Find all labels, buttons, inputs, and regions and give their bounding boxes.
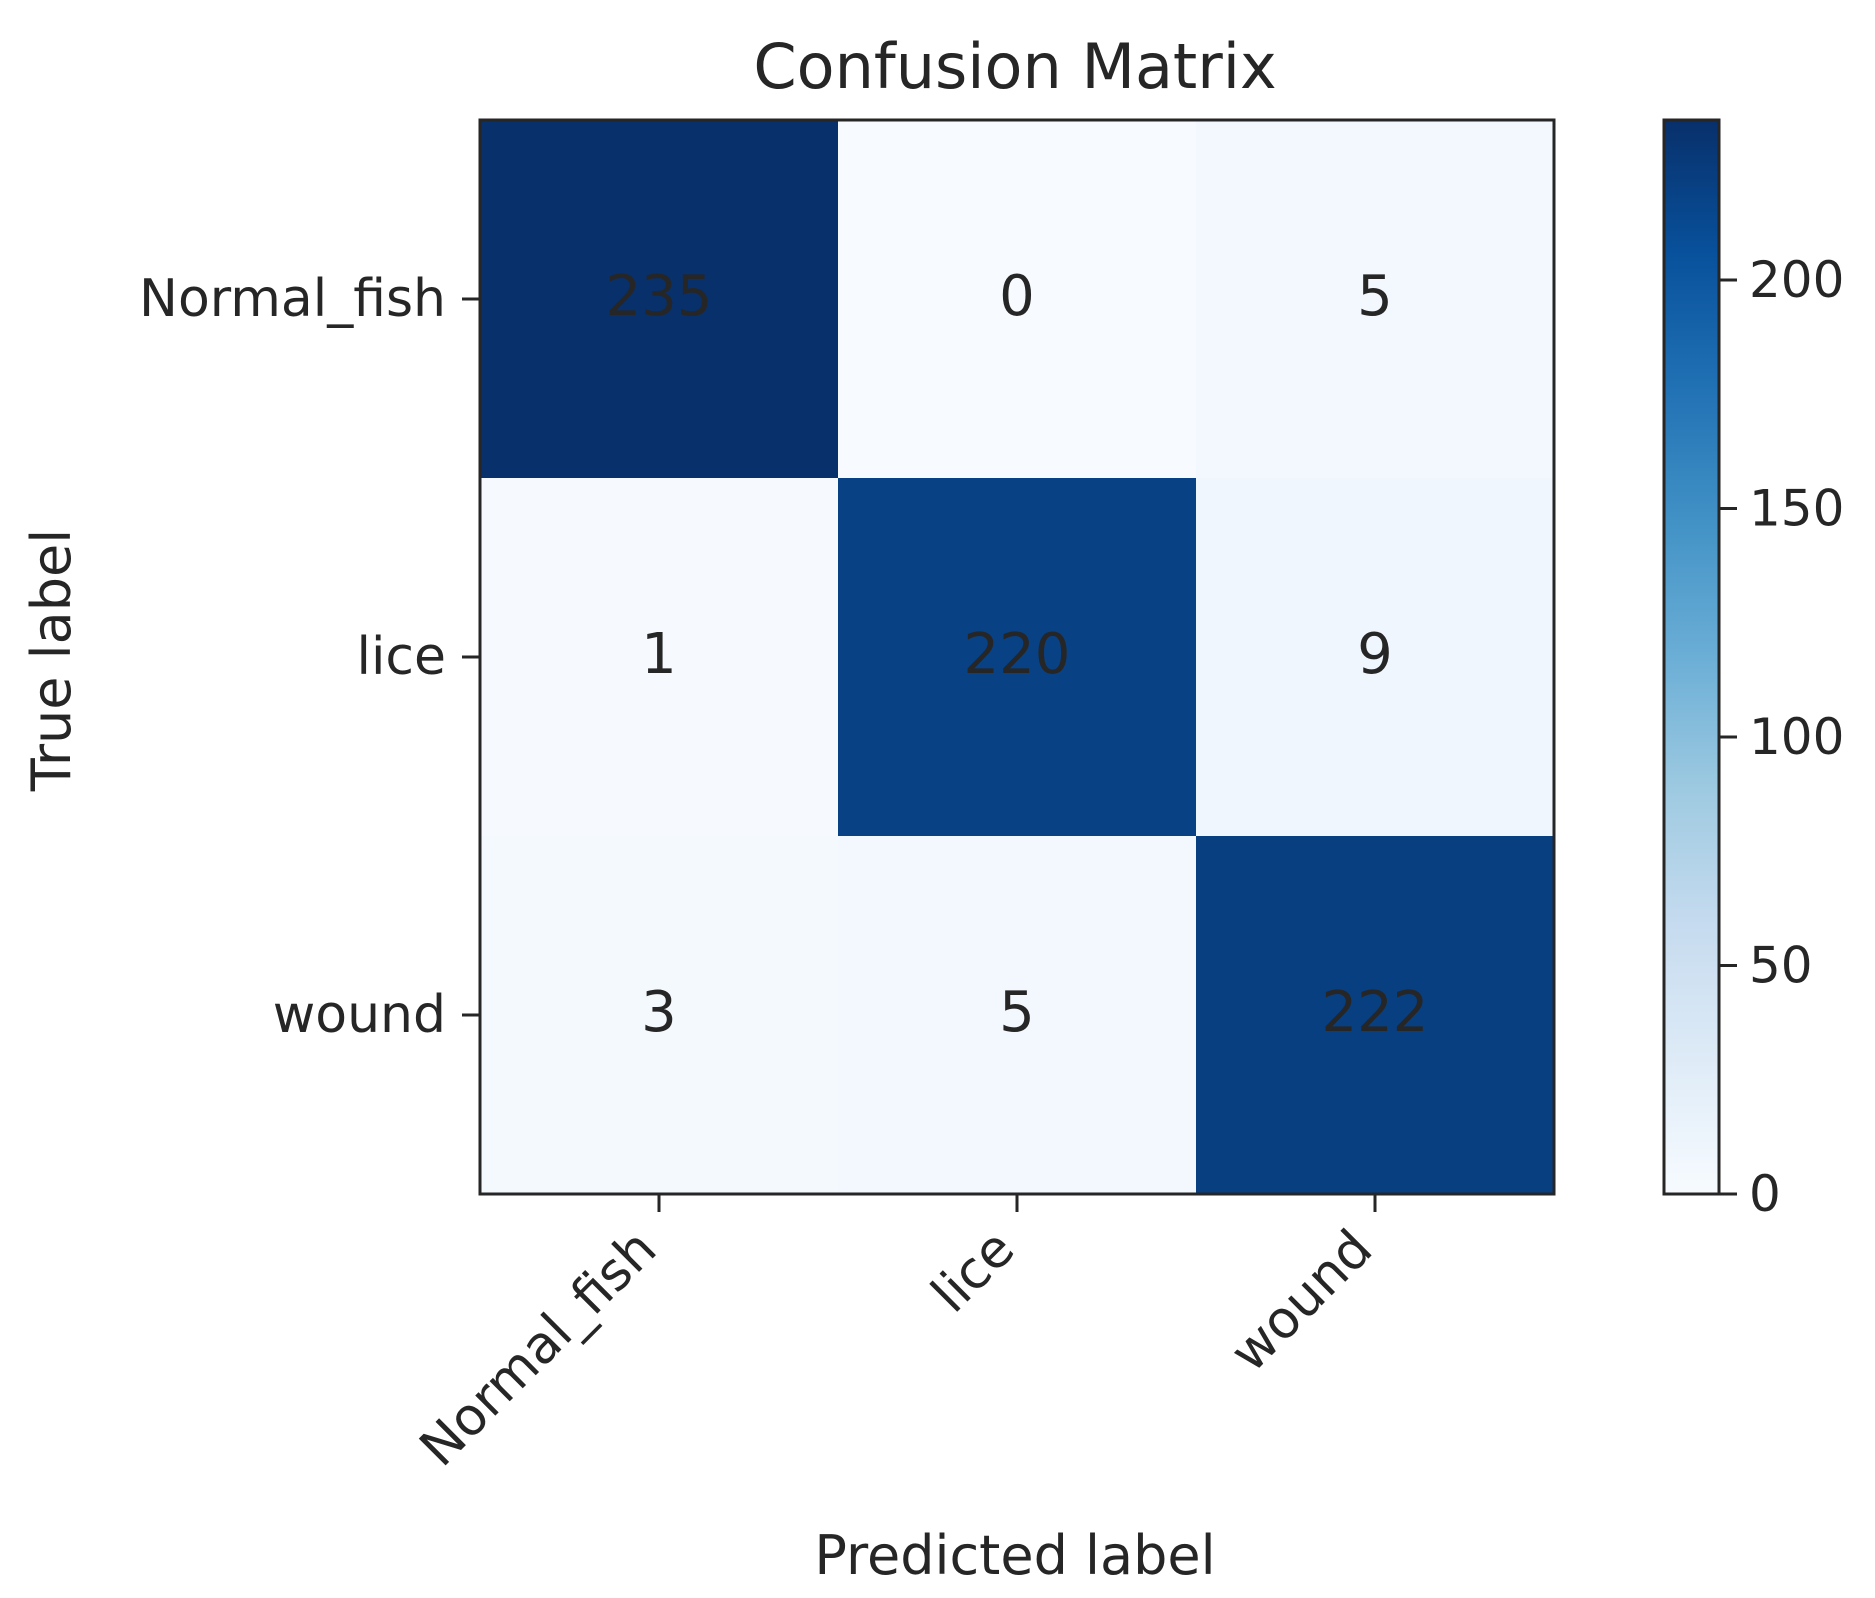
cell-value-2-0: 3 — [641, 980, 677, 1045]
heatmap-cell-2-0 — [480, 836, 838, 1194]
y-tick-label-2: wound — [273, 985, 446, 1045]
heatmap-cell-0-0 — [480, 120, 838, 478]
heatmap-layer: 235 0 5 1 220 9 3 5 222 — [480, 120, 1554, 1194]
colorbar-tick-label-1: 50 — [1749, 936, 1813, 994]
cell-value-0-2: 5 — [1357, 264, 1393, 329]
x-axis-label: Predicted label — [814, 1524, 1215, 1587]
colorbar-tick-label-3: 150 — [1749, 479, 1844, 537]
colorbar-tick-label-2: 100 — [1749, 708, 1844, 766]
x-tick-label-0: Normal_fish — [409, 1219, 668, 1478]
heatmap-cell-2-2 — [1196, 836, 1554, 1194]
heatmap-cell-1-2 — [1196, 478, 1554, 836]
x-tick-label-2: wound — [1219, 1219, 1384, 1384]
heatmap-cell-2-1 — [838, 836, 1196, 1194]
cell-value-0-1: 0 — [999, 264, 1035, 329]
colorbar-layer: 0 50 100 150 200 — [1662, 118, 1844, 1223]
cell-value-2-1: 5 — [999, 980, 1035, 1045]
cell-value-1-0: 1 — [641, 622, 677, 687]
colorbar — [1662, 118, 1721, 1196]
heatmap-cell-0-2 — [1196, 120, 1554, 478]
y-tick-label-0: Normal_fish — [139, 269, 446, 329]
cell-value-1-2: 9 — [1357, 622, 1393, 687]
heatmap-cell-0-1 — [838, 120, 1196, 478]
cell-value-2-2: 222 — [1322, 980, 1429, 1045]
x-tick-label-1: lice — [920, 1219, 1026, 1325]
cell-value-1-1: 220 — [964, 622, 1071, 687]
y-axis-label: True label — [20, 529, 83, 792]
colorbar-tick-label-0: 0 — [1749, 1165, 1781, 1223]
y-tick-label-1: lice — [357, 627, 446, 687]
cell-value-0-0: 235 — [606, 264, 713, 329]
heatmap-cell-1-1 — [838, 478, 1196, 836]
chart-title: Confusion Matrix — [753, 30, 1276, 103]
heatmap-cell-1-0 — [480, 478, 838, 836]
colorbar-tick-label-4: 200 — [1749, 251, 1844, 309]
